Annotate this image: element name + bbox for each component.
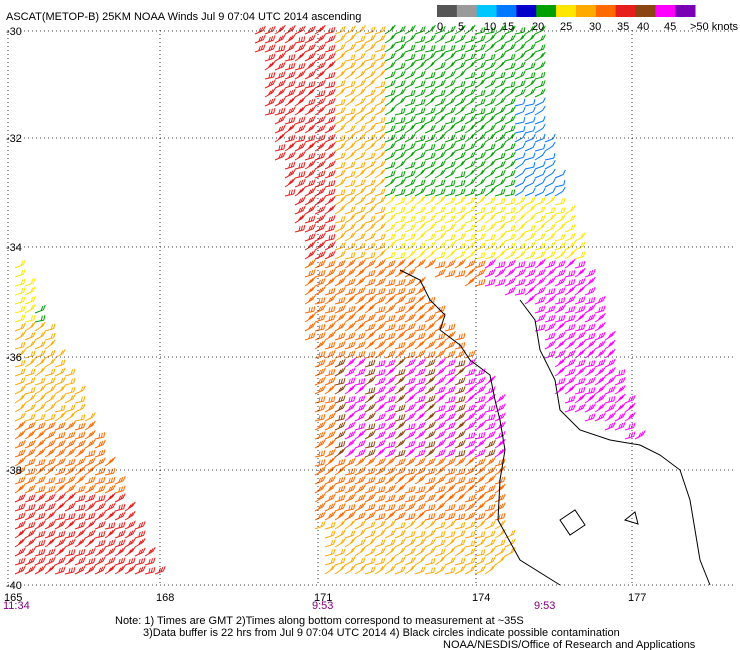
legend-label: 10 <box>484 21 496 33</box>
legend-swatch <box>456 5 478 17</box>
legend-swatch <box>476 5 498 17</box>
legend-swatch <box>556 5 577 17</box>
lon-label: 174 <box>472 592 490 604</box>
barb-group <box>14 24 336 575</box>
legend-swatch <box>655 5 676 17</box>
barb-group <box>14 258 506 521</box>
barb-group <box>334 357 496 458</box>
lon-label: 171 <box>314 592 332 604</box>
legend-label: 30 <box>589 21 601 33</box>
barb-group <box>344 258 646 458</box>
lon-label: 165 <box>4 592 22 604</box>
lat-label: -36 <box>6 352 22 364</box>
legend-swatch <box>635 5 656 17</box>
time-label: 9:53 <box>312 600 333 612</box>
legend-label: 25 <box>560 21 572 33</box>
time-label: 11:34 <box>3 600 30 612</box>
legend-swatch <box>675 5 696 17</box>
legend: 0 5 10 15 20 25 30 35 40 45 >50 knots <box>437 5 739 33</box>
lat-label: -32 <box>6 133 22 145</box>
legend-label: 40 <box>637 21 649 33</box>
note: 3)Data buffer is 22 hrs from Jul 9 07:04… <box>143 627 620 639</box>
lat-label: -38 <box>6 465 22 477</box>
legend-label: >50 knots <box>690 21 739 33</box>
legend-swatch <box>437 5 458 17</box>
legend-swatch <box>536 5 557 17</box>
legend-label: 15 <box>502 21 514 33</box>
coastline <box>399 269 711 586</box>
wind-barbs <box>14 24 646 575</box>
legend-swatch <box>595 5 617 17</box>
barb-group <box>514 97 566 197</box>
grid <box>7 30 735 586</box>
legend-swatch <box>575 5 597 17</box>
legend-swatch <box>516 5 537 17</box>
barb-group <box>34 24 546 323</box>
legend-swatch <box>615 5 636 17</box>
lon-label: 168 <box>156 592 174 604</box>
lat-label: -40 <box>6 580 22 592</box>
lat-label: -34 <box>6 242 22 254</box>
legend-swatch <box>496 5 517 17</box>
legend-label: 45 <box>664 21 676 33</box>
legend-label: 0 <box>437 21 443 33</box>
time-label: 9:53 <box>534 600 555 612</box>
credit: NOAA/NESDIS/Office of Research and Appli… <box>443 639 696 650</box>
barb-group <box>14 195 586 323</box>
lon-label: 177 <box>628 592 646 604</box>
title: ASCAT(METOP-B) 25KM NOAA Winds Jul 9 07:… <box>6 11 361 23</box>
note: Note: 1) Times are GMT 2)Times along bot… <box>115 615 524 627</box>
legend-label: 20 <box>532 21 544 33</box>
legend-label: 5 <box>458 21 464 33</box>
lat-label: -30 <box>6 26 22 38</box>
legend-label: 35 <box>617 21 629 33</box>
barb-group <box>14 25 516 575</box>
